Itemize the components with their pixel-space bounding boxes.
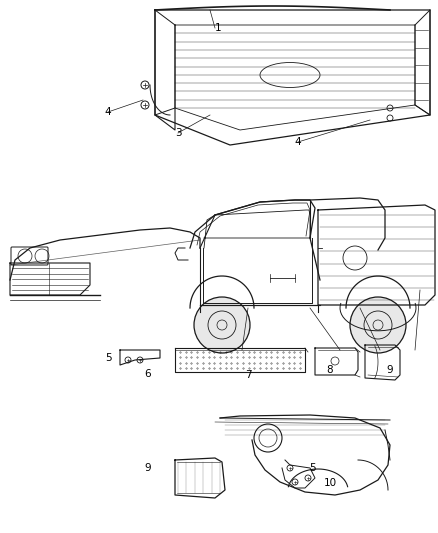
Text: 6: 6 <box>145 369 151 379</box>
Circle shape <box>194 297 250 353</box>
Text: 4: 4 <box>295 137 301 147</box>
Text: 5: 5 <box>309 463 315 473</box>
Text: 10: 10 <box>323 478 336 488</box>
Text: 8: 8 <box>327 365 333 375</box>
Circle shape <box>350 297 406 353</box>
Text: 5: 5 <box>105 353 111 363</box>
Text: 9: 9 <box>387 365 393 375</box>
Text: 1: 1 <box>215 23 221 33</box>
Text: 4: 4 <box>105 107 111 117</box>
Text: 7: 7 <box>245 370 251 380</box>
Text: 3: 3 <box>175 128 181 138</box>
Text: 9: 9 <box>145 463 151 473</box>
